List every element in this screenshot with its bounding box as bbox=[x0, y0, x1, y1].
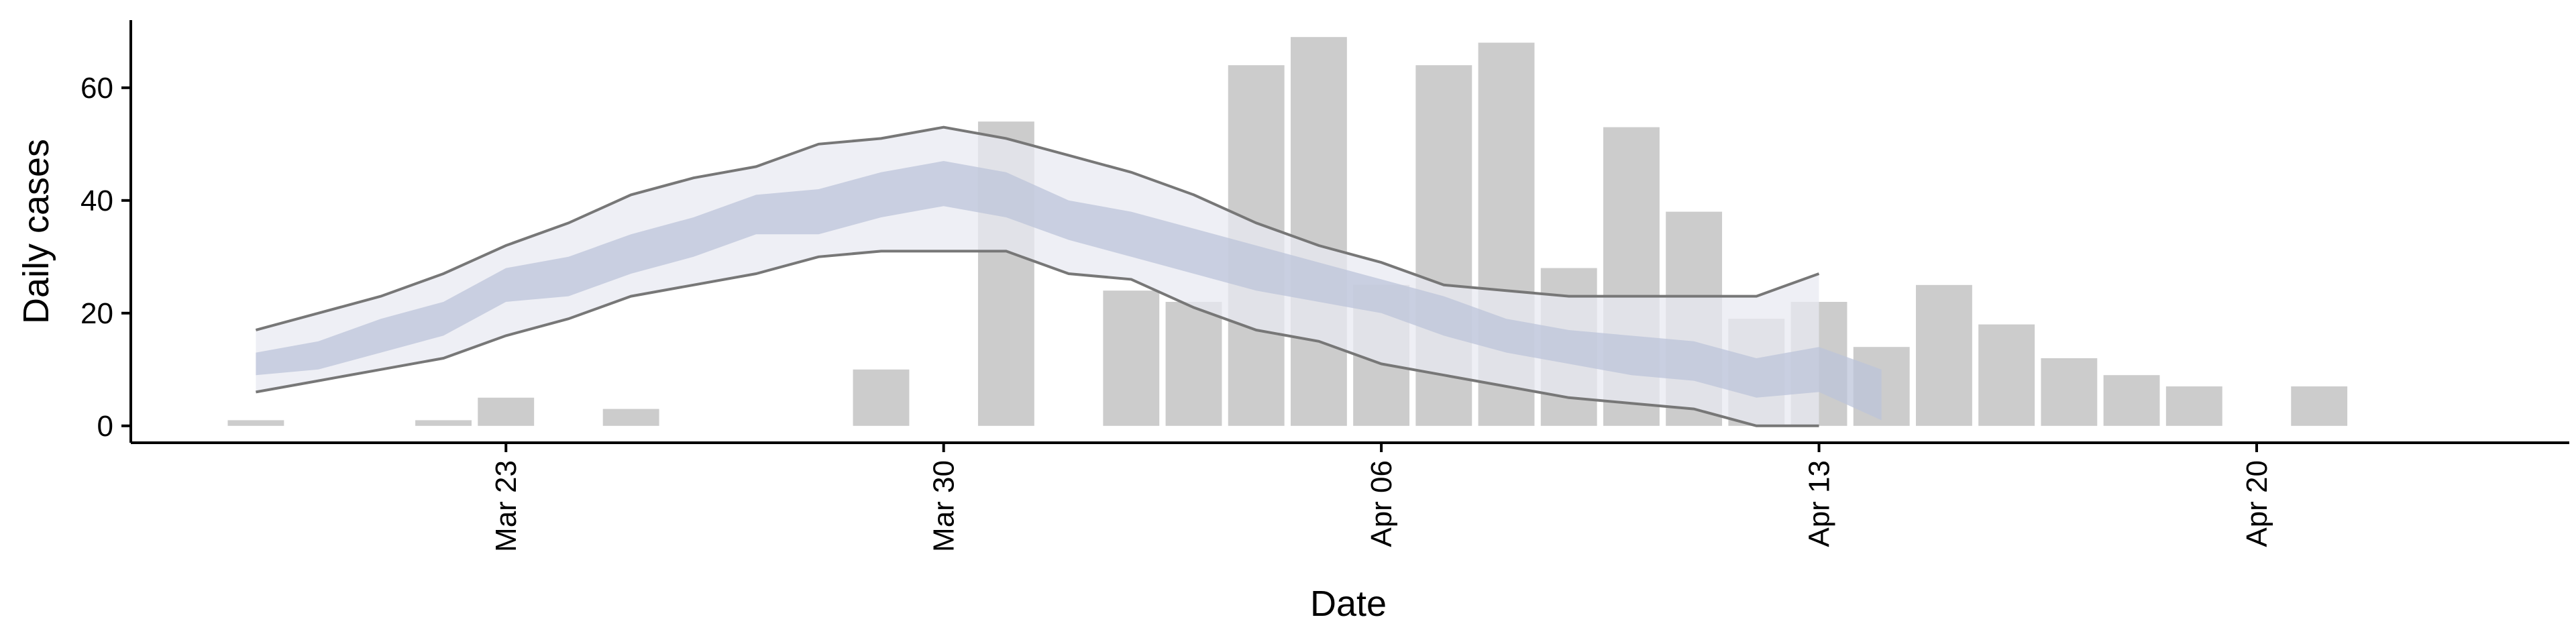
case-bar bbox=[415, 420, 472, 426]
lower-interval-line bbox=[256, 250, 1819, 427]
case-bar bbox=[1103, 290, 1160, 426]
case-bar bbox=[2103, 375, 2160, 426]
x-axis-title: Date bbox=[1310, 584, 1387, 624]
nowcast-bands bbox=[255, 125, 1882, 427]
y-axis-title: Daily cases bbox=[16, 139, 56, 324]
x-tick-label: Mar 30 bbox=[928, 460, 961, 552]
x-tick-label: Apr 06 bbox=[1365, 460, 1398, 547]
case-bar bbox=[853, 369, 910, 426]
case-bar bbox=[2041, 358, 2098, 426]
y-axis-ticks: 0 20 40 60 bbox=[80, 72, 131, 443]
y-tick-label: 0 bbox=[97, 410, 113, 443]
outer-interval-band bbox=[256, 127, 1819, 426]
x-tick-label: Apr 13 bbox=[1803, 460, 1836, 547]
case-bar bbox=[227, 420, 284, 426]
case-bar bbox=[1916, 284, 1972, 426]
axes bbox=[129, 20, 2569, 444]
case-bar bbox=[1978, 324, 2035, 426]
upper-interval-line bbox=[255, 125, 1820, 331]
case-bar bbox=[1165, 302, 1222, 426]
case-bar bbox=[602, 409, 659, 426]
x-axis-ticks: Mar 23 Mar 30 Apr 06 Apr 13 Apr 20 bbox=[490, 443, 2273, 552]
y-tick-label: 20 bbox=[80, 297, 113, 330]
case-bar bbox=[2165, 386, 2222, 426]
x-tick-label: Apr 20 bbox=[2241, 460, 2273, 547]
y-tick-label: 60 bbox=[80, 72, 113, 105]
case-bar bbox=[2291, 386, 2348, 426]
case-bar bbox=[1290, 37, 1347, 426]
case-bar bbox=[478, 397, 535, 426]
x-tick-label: Mar 23 bbox=[490, 460, 523, 552]
inner-interval-band bbox=[256, 161, 1882, 421]
y-tick-label: 40 bbox=[80, 184, 113, 217]
